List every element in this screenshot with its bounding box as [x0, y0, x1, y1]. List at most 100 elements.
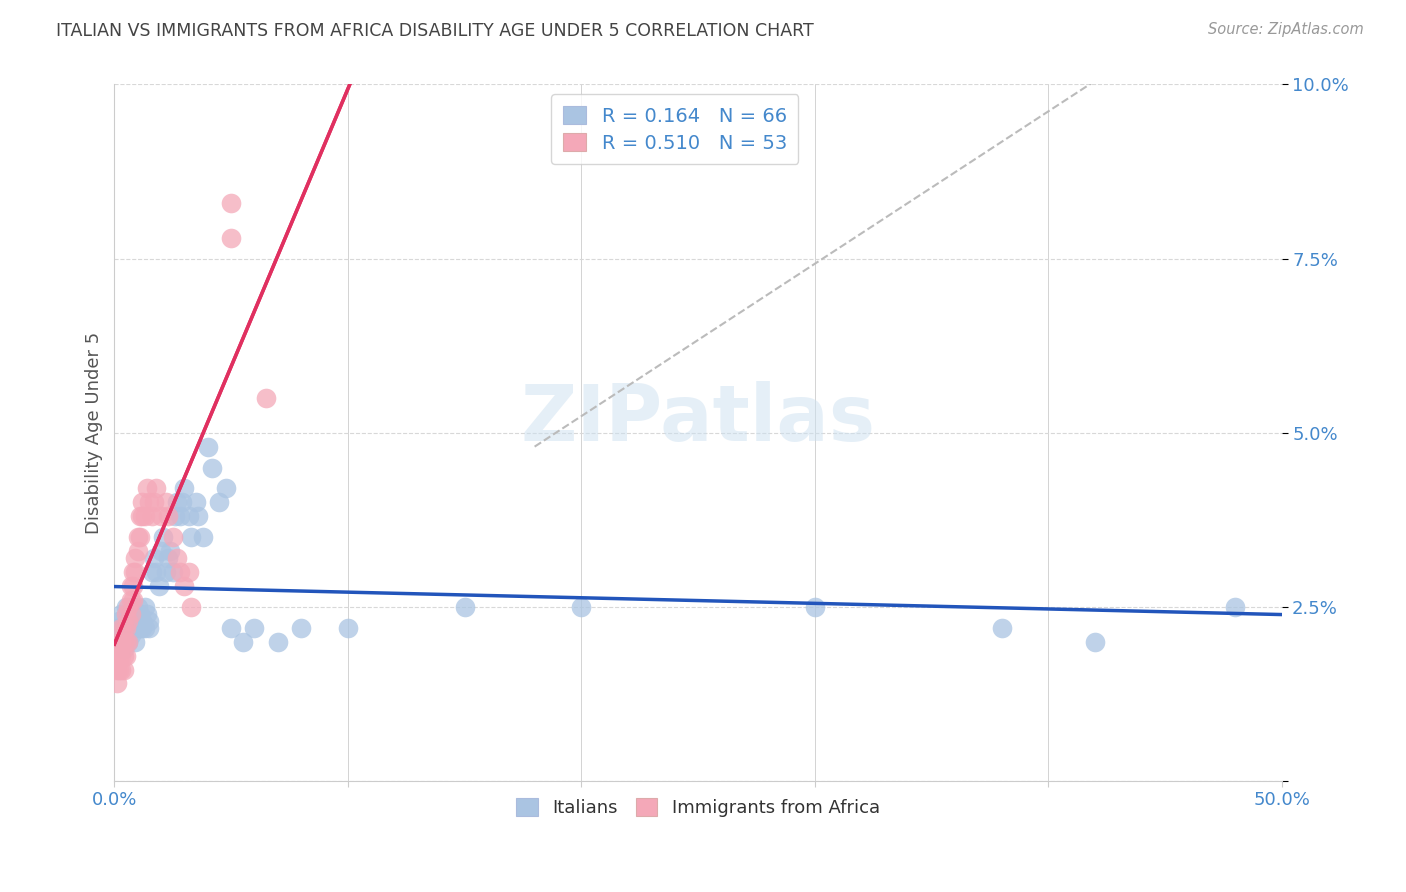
Point: [180, 530, 202, 544]
Point: [131, 614, 153, 628]
Point: [112, 641, 135, 656]
Point: [136, 607, 159, 621]
Point: [117, 614, 139, 628]
Point: [115, 614, 138, 628]
Point: [124, 551, 146, 566]
Point: [129, 530, 152, 544]
Point: [112, 634, 135, 648]
Point: [155, 495, 177, 509]
Point: [157, 551, 180, 566]
Point: [172, 495, 194, 509]
Text: ZIPatlas: ZIPatlas: [520, 381, 876, 457]
Point: [108, 614, 131, 628]
Point: [122, 565, 145, 579]
Point: [117, 599, 139, 614]
Point: [120, 579, 142, 593]
Point: [115, 628, 138, 642]
Point: [134, 599, 156, 614]
Point: [152, 530, 174, 544]
Point: [141, 509, 163, 524]
Point: [267, 634, 290, 648]
Point: [290, 621, 312, 635]
Point: [124, 634, 146, 648]
Point: [143, 551, 166, 566]
Point: [179, 565, 201, 579]
Point: [155, 565, 177, 579]
Point: [159, 544, 181, 558]
Point: [138, 614, 160, 628]
Point: [122, 579, 145, 593]
Point: [110, 634, 132, 648]
Point: [129, 621, 152, 635]
Point: [117, 634, 139, 648]
Point: [138, 495, 160, 509]
Point: [201, 460, 224, 475]
Point: [108, 648, 131, 663]
Point: [184, 495, 207, 509]
Point: [179, 509, 201, 524]
Point: [127, 544, 149, 558]
Point: [138, 621, 160, 635]
Point: [127, 599, 149, 614]
Point: [148, 579, 170, 593]
Point: [120, 621, 142, 635]
Point: [122, 614, 145, 628]
Point: [127, 530, 149, 544]
Point: [115, 634, 138, 648]
Point: [180, 599, 202, 614]
Point: [173, 482, 195, 496]
Point: [131, 509, 153, 524]
Point: [215, 482, 238, 496]
Legend: Italians, Immigrants from Africa: Italians, Immigrants from Africa: [509, 791, 887, 824]
Point: [219, 621, 242, 635]
Point: [117, 621, 139, 635]
Point: [162, 565, 184, 579]
Point: [141, 565, 163, 579]
Point: [124, 565, 146, 579]
Point: [187, 509, 209, 524]
Point: [127, 614, 149, 628]
Point: [1223, 599, 1246, 614]
Point: [166, 495, 188, 509]
Point: [197, 440, 219, 454]
Point: [150, 544, 173, 558]
Point: [105, 676, 128, 690]
Point: [120, 607, 142, 621]
Point: [232, 634, 254, 648]
Point: [254, 391, 277, 405]
Point: [115, 599, 138, 614]
Point: [110, 648, 132, 663]
Point: [569, 599, 592, 614]
Point: [110, 628, 132, 642]
Y-axis label: Disability Age Under 5: Disability Age Under 5: [86, 332, 103, 533]
Point: [166, 551, 188, 566]
Point: [120, 593, 142, 607]
Point: [145, 482, 167, 496]
Text: Source: ZipAtlas.com: Source: ZipAtlas.com: [1208, 22, 1364, 37]
Point: [162, 530, 184, 544]
Point: [120, 607, 142, 621]
Point: [336, 621, 359, 635]
Point: [110, 621, 132, 635]
Point: [191, 530, 214, 544]
Point: [122, 599, 145, 614]
Point: [134, 621, 156, 635]
Point: [122, 593, 145, 607]
Point: [124, 621, 146, 635]
Point: [120, 628, 142, 642]
Text: ITALIAN VS IMMIGRANTS FROM AFRICA DISABILITY AGE UNDER 5 CORRELATION CHART: ITALIAN VS IMMIGRANTS FROM AFRICA DISABI…: [56, 22, 814, 40]
Point: [115, 621, 138, 635]
Point: [803, 599, 825, 614]
Point: [219, 195, 242, 210]
Point: [1084, 634, 1107, 648]
Point: [173, 579, 195, 593]
Point: [157, 509, 180, 524]
Point: [143, 495, 166, 509]
Point: [453, 599, 475, 614]
Point: [219, 230, 242, 244]
Point: [129, 509, 152, 524]
Point: [134, 509, 156, 524]
Point: [108, 634, 131, 648]
Point: [150, 509, 173, 524]
Point: [108, 634, 131, 648]
